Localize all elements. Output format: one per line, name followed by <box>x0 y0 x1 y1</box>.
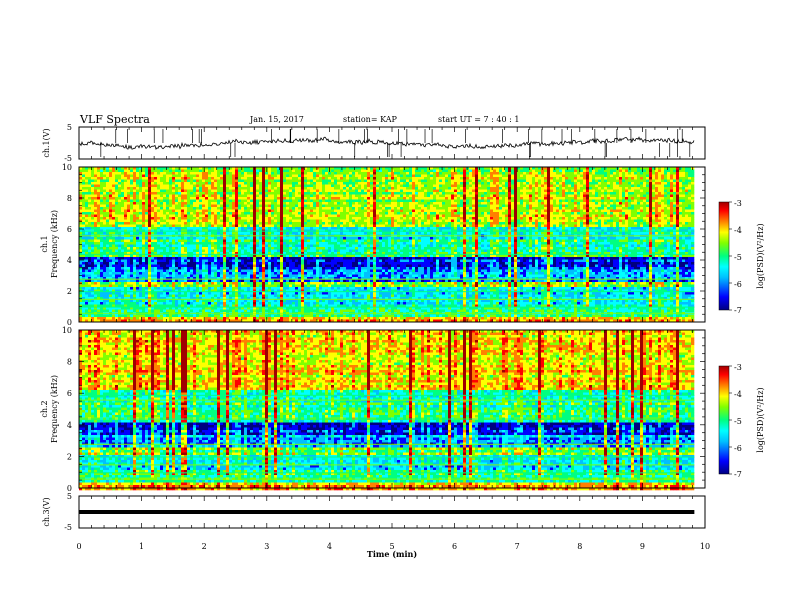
narrowband-line <box>79 400 694 401</box>
ch3-waveform-ylabel: ch.3(V) <box>42 497 51 526</box>
x-tick-label: 4 <box>327 542 332 551</box>
cb2-tick-m4: -4 <box>734 390 742 399</box>
ch3-ytick-bottom: -5 <box>64 523 72 532</box>
ch2-frequency-label: Frequency (kHz) <box>50 375 59 443</box>
narrowband-line <box>79 479 694 480</box>
narrowband-line <box>79 254 694 255</box>
ch1-colorbar-label: log(PSD)(V²/Hz) <box>756 223 765 288</box>
narrowband-line <box>79 299 694 300</box>
x-tick-label: 9 <box>640 542 645 551</box>
x-tick-label: 3 <box>264 542 269 551</box>
x-axis-label: Time (min) <box>367 549 417 559</box>
y-tick-label: 6 <box>67 225 72 234</box>
ch2-channel-label: ch.2 <box>40 400 49 417</box>
ch1-ytick-bottom: -5 <box>64 154 72 163</box>
y-tick-label: 6 <box>67 389 72 398</box>
cb1-tick-m7: -7 <box>734 306 742 315</box>
x-tick-label: 6 <box>452 542 457 551</box>
x-tick-label: 10 <box>700 542 710 551</box>
ch1-waveform-ylabel: ch.1(V) <box>42 128 51 157</box>
ch2-colorbar: -3 -4 -5 -6 -7 log(PSD)(V²/Hz) <box>719 363 765 479</box>
station-label: station= KAP <box>343 115 398 124</box>
y-tick-label: 4 <box>67 256 72 265</box>
y-tick-label: 4 <box>67 421 72 430</box>
narrowband-line <box>79 291 694 292</box>
x-tick-label: 0 <box>76 542 81 551</box>
ch1-channel-label: ch.1 <box>40 235 49 252</box>
narrowband-line <box>79 279 694 280</box>
narrowband-line <box>79 231 694 232</box>
figure-title: VLF Spectra <box>79 113 150 126</box>
y-tick-label: 2 <box>67 287 72 296</box>
ch1-spectrogram-image <box>79 167 694 322</box>
y-tick-label: 8 <box>67 194 72 203</box>
ch3-ytick-top: 5 <box>67 492 72 501</box>
x-tick-label: 7 <box>515 542 520 551</box>
ch3-waveform-panel: 5 -5 ch.3(V) <box>42 492 705 532</box>
narrowband-line <box>79 395 694 396</box>
narrowband-line <box>79 313 694 314</box>
ch1-frequency-label: Frequency (kHz) <box>50 210 59 278</box>
cb2-tick-m6: -6 <box>734 444 742 453</box>
ch1-colorbar-scale <box>719 202 729 310</box>
x-tick-label: 2 <box>202 542 207 551</box>
ch2-spectrogram-image <box>79 330 694 490</box>
y-tick-label: 10 <box>62 163 72 172</box>
x-tick-label: 8 <box>577 542 582 551</box>
ch2-colorbar-scale <box>719 366 729 474</box>
start-time-label: start UT = 7 : 40 : 1 <box>438 115 519 124</box>
narrowband-line <box>79 418 694 419</box>
narrowband-line <box>79 456 694 457</box>
ch2-colorbar-label: log(PSD)(V²/Hz) <box>756 387 765 452</box>
narrowband-line <box>79 444 694 445</box>
cb1-tick-m4: -4 <box>734 226 742 235</box>
y-tick-label: 10 <box>62 326 72 335</box>
cb1-tick-m6: -6 <box>734 280 742 289</box>
cb2-tick-m5: -5 <box>734 417 742 426</box>
narrowband-line <box>79 235 694 236</box>
ch1-colorbar-ticks <box>729 202 732 310</box>
narrowband-line <box>79 307 694 308</box>
x-tick-label: 1 <box>139 542 144 551</box>
cb2-tick-m3: -3 <box>734 363 742 372</box>
narrowband-line <box>79 472 694 473</box>
y-tick-label: 8 <box>67 358 72 367</box>
cb1-tick-m5: -5 <box>734 253 742 262</box>
date-label: Jan. 15, 2017 <box>249 115 304 124</box>
ch1-colorbar: -3 -4 -5 -6 -7 log(PSD)(V²/Hz) <box>719 199 765 315</box>
ch1-waveform-panel: 5 -5 ch.1(V) <box>42 123 705 163</box>
cb2-tick-m7: -7 <box>734 470 742 479</box>
cb1-tick-m3: -3 <box>734 199 742 208</box>
ch2-colorbar-ticks <box>729 366 732 474</box>
narrowband-line <box>79 464 694 465</box>
y-tick-label: 2 <box>67 452 72 461</box>
ch1-ytick-top: 5 <box>67 123 72 132</box>
